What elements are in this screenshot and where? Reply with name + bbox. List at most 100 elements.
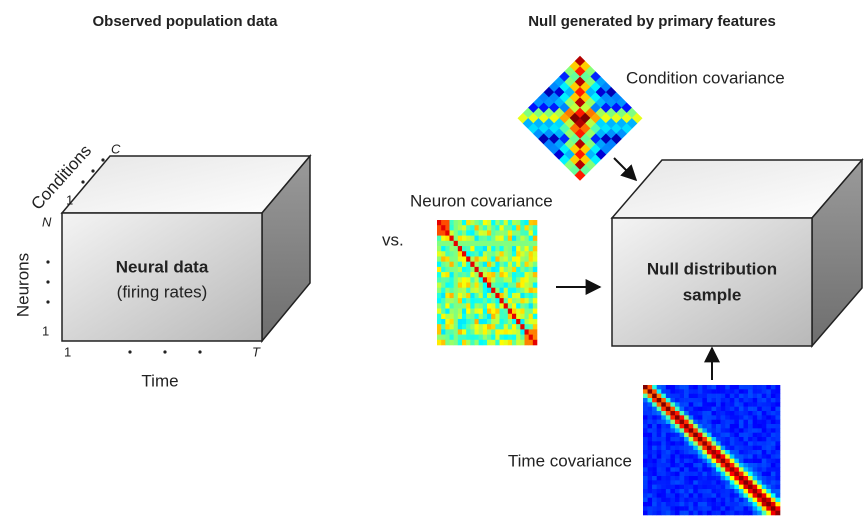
heatmap-cell bbox=[529, 246, 533, 252]
heatmap-cell bbox=[716, 428, 721, 433]
heatmap-cell bbox=[454, 288, 458, 294]
heatmap-cell bbox=[771, 411, 776, 416]
neurons-dots bbox=[46, 260, 49, 303]
heatmap-cell bbox=[753, 428, 758, 433]
heatmap-cell bbox=[508, 272, 512, 278]
heatmap-cell bbox=[684, 402, 689, 407]
heatmap-cell bbox=[661, 489, 666, 494]
heatmap-cell bbox=[500, 288, 504, 294]
heatmap-cell bbox=[466, 256, 470, 262]
heatmap-cell bbox=[479, 324, 483, 330]
heatmap-cell bbox=[712, 502, 717, 507]
heatmap-cell bbox=[466, 251, 470, 257]
time-cov-label: Time covariance bbox=[508, 451, 632, 470]
heatmap-cell bbox=[491, 246, 495, 252]
heatmap-cell bbox=[721, 480, 726, 485]
heatmap-cell bbox=[734, 441, 739, 446]
heatmap-cell bbox=[445, 246, 449, 252]
heatmap-cell bbox=[458, 319, 462, 325]
heatmap-cell bbox=[689, 398, 694, 403]
heatmap-cell bbox=[508, 225, 512, 231]
heatmap-cell bbox=[766, 441, 771, 446]
neurons-end: N bbox=[42, 214, 52, 229]
heatmap-cell bbox=[739, 411, 744, 416]
heatmap-cell bbox=[702, 424, 707, 429]
heatmap-cell bbox=[643, 463, 648, 468]
heatmap-cell bbox=[500, 220, 504, 226]
heatmap-cell bbox=[743, 498, 748, 503]
heatmap-cell bbox=[657, 480, 662, 485]
heatmap-cell bbox=[512, 309, 516, 315]
heatmap-cell bbox=[643, 511, 648, 516]
heatmap-cell bbox=[648, 502, 653, 507]
heatmap-cell bbox=[680, 485, 685, 490]
heatmap-cell bbox=[657, 407, 662, 412]
heatmap-cell bbox=[657, 428, 662, 433]
heatmap-cell bbox=[441, 272, 445, 278]
heatmap-cell bbox=[743, 502, 748, 507]
heatmap-cell bbox=[721, 415, 726, 420]
heatmap-cell bbox=[725, 454, 730, 459]
heatmap-cell bbox=[675, 402, 680, 407]
heatmap-cell bbox=[730, 485, 735, 490]
heatmap-cell bbox=[450, 256, 454, 262]
heatmap-cell bbox=[766, 407, 771, 412]
heatmap-cell bbox=[739, 433, 744, 438]
heatmap-cell bbox=[475, 319, 479, 325]
heatmap-cell bbox=[454, 267, 458, 273]
heatmap-cell bbox=[693, 459, 698, 464]
heatmap-cell bbox=[771, 506, 776, 511]
heatmap-cell bbox=[475, 251, 479, 257]
heatmap-cell bbox=[721, 389, 726, 394]
heatmap-cell bbox=[775, 446, 780, 451]
heatmap-cell bbox=[516, 246, 520, 252]
heatmap-cell bbox=[495, 220, 499, 226]
heatmap-cell bbox=[516, 335, 520, 341]
heatmap-cell bbox=[680, 437, 685, 442]
heatmap-cell bbox=[661, 394, 666, 399]
heatmap-cell bbox=[680, 424, 685, 429]
heatmap-cell bbox=[698, 398, 703, 403]
heatmap-cell bbox=[775, 498, 780, 503]
heatmap-cell bbox=[725, 463, 730, 468]
heatmap-cell bbox=[462, 251, 466, 257]
heatmap-cell bbox=[437, 220, 441, 226]
heatmap-cell bbox=[445, 241, 449, 247]
heatmap-cell bbox=[716, 472, 721, 477]
heatmap-cell bbox=[739, 454, 744, 459]
heatmap-cell bbox=[757, 433, 762, 438]
heatmap-cell bbox=[757, 385, 762, 390]
heatmap-cell bbox=[491, 319, 495, 325]
heatmap-cell bbox=[475, 324, 479, 330]
heatmap-cell bbox=[762, 433, 767, 438]
heatmap-cell bbox=[689, 463, 694, 468]
heatmap-cell bbox=[757, 437, 762, 442]
heatmap-cell bbox=[739, 467, 744, 472]
heatmap-cell bbox=[648, 389, 653, 394]
heatmap-cell bbox=[771, 389, 776, 394]
heatmap-cell bbox=[771, 463, 776, 468]
heatmap-cell bbox=[725, 459, 730, 464]
heatmap-cell bbox=[483, 246, 487, 252]
heatmap-cell bbox=[721, 446, 726, 451]
heatmap-cell bbox=[693, 485, 698, 490]
heatmap-cell bbox=[712, 385, 717, 390]
heatmap-cell bbox=[748, 394, 753, 399]
heatmap-cell bbox=[483, 267, 487, 273]
heatmap-cell bbox=[762, 428, 767, 433]
heatmap-cell bbox=[458, 283, 462, 289]
heatmap-cell bbox=[698, 424, 703, 429]
heatmap-cell bbox=[712, 415, 717, 420]
heatmap-cell bbox=[753, 463, 758, 468]
heatmap-cell bbox=[712, 463, 717, 468]
dot bbox=[163, 350, 166, 353]
heatmap-cell bbox=[529, 329, 533, 335]
heatmap-cell bbox=[748, 420, 753, 425]
heatmap-cell bbox=[533, 309, 537, 315]
heatmap-cell bbox=[445, 256, 449, 262]
heatmap-cell bbox=[675, 394, 680, 399]
heatmap-cell bbox=[689, 389, 694, 394]
heatmap-cell bbox=[748, 454, 753, 459]
heatmap-cell bbox=[730, 467, 735, 472]
heatmap-cell bbox=[739, 463, 744, 468]
